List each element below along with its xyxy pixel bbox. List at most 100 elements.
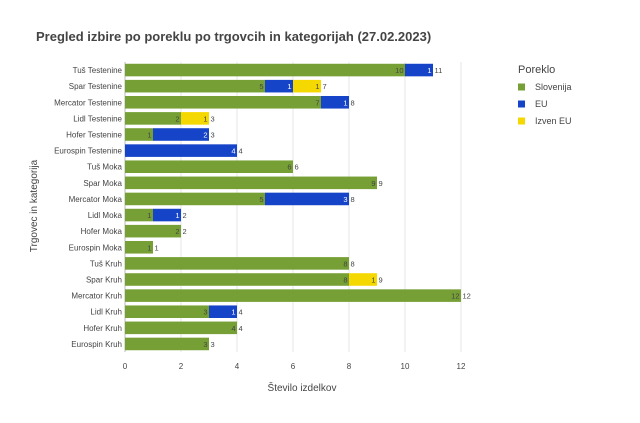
x-axis-title: Število izdelkov — [268, 381, 337, 394]
segment-value-label: 2 — [203, 131, 207, 140]
bar-segment — [125, 63, 405, 77]
legend-entry-label: Izven EU — [535, 116, 572, 126]
bar-segment — [125, 305, 209, 319]
category-label: Eurospin Testenine — [54, 147, 122, 156]
bar-segment — [209, 305, 237, 319]
segment-value-label: 1 — [147, 243, 151, 252]
grid — [124, 62, 462, 352]
x-tick-label: 4 — [235, 362, 240, 371]
bar-segment — [125, 337, 209, 351]
x-tick-label: 8 — [347, 362, 352, 371]
total-value-label: 9 — [379, 179, 383, 188]
bar-segment — [349, 273, 377, 286]
bar-segment — [125, 289, 461, 302]
category-label: Tuš Moka — [87, 163, 122, 172]
bar-segment — [405, 63, 433, 77]
total-value-label: 8 — [351, 259, 355, 268]
segment-value-label: 8 — [343, 259, 347, 268]
segment-value-label: 3 — [343, 195, 347, 204]
legend-entry-label: Slovenija — [535, 82, 572, 92]
total-value-label: 7 — [323, 82, 327, 91]
segment-value-label: 1 — [175, 211, 179, 220]
segment-value-label: 1 — [147, 131, 151, 140]
category-label: Spar Testenine — [69, 82, 123, 91]
bar-segment — [125, 79, 265, 93]
bar-segment — [293, 79, 321, 93]
legend-title: Poreklo — [518, 64, 555, 76]
legend-swatch — [518, 100, 525, 108]
x-tick-label: 10 — [401, 362, 410, 371]
segment-value-label: 5 — [259, 82, 263, 91]
total-value-label: 4 — [239, 308, 243, 317]
x-tick-label: 2 — [179, 362, 184, 371]
category-label: Lidl Moka — [88, 211, 123, 220]
category-labels: Tuš Testenine Spar Testenine Mercator Test… — [54, 66, 122, 349]
total-value-label: 8 — [351, 195, 355, 204]
category-label: Hofer Moka — [81, 227, 123, 236]
total-value-label: 1 — [155, 243, 159, 252]
chart-title: Pregled izbire po poreklu po trgovcih in… — [36, 29, 431, 44]
legend-swatch — [518, 117, 525, 125]
category-label: Tuš Testenine — [73, 66, 123, 75]
bar-segment — [125, 257, 349, 270]
category-label: Lidl Kruh — [90, 308, 122, 317]
legend-swatch — [518, 83, 525, 91]
segment-value-label: 2 — [175, 227, 179, 236]
category-label: Eurospin Kruh — [71, 340, 122, 349]
segment-value-label: 1 — [343, 98, 347, 107]
total-value-label: 3 — [211, 114, 215, 123]
bar-segment — [125, 224, 181, 238]
total-value-label: 2 — [183, 211, 187, 220]
bar-segment — [125, 160, 293, 174]
bar-segment — [321, 95, 349, 109]
category-label: Tuš Kruh — [90, 259, 122, 268]
segment-value-label: 5 — [259, 195, 263, 204]
bar-segment — [125, 273, 349, 286]
segment-value-label: 7 — [315, 98, 319, 107]
segment-value-label: 8 — [343, 276, 347, 285]
bars: 10 1 115 1 1 77 1 82 1 31 2 34 46 69 95 3 81 1 22 21 18 88 1 91… — [125, 63, 471, 351]
bar-segment — [153, 128, 209, 141]
x-tick-labels: 0 2 4 6 8 10 12 — [123, 362, 466, 371]
bar-segment — [125, 321, 237, 335]
segment-value-label: 6 — [287, 163, 291, 172]
total-value-label: 9 — [379, 276, 383, 285]
x-tick-label: 6 — [291, 362, 296, 371]
bar-segment — [265, 192, 349, 206]
category-label: Hofer Kruh — [83, 324, 122, 333]
category-label: Mercator Testenine — [54, 98, 122, 107]
bar-segment — [153, 208, 181, 222]
segment-value-label: 2 — [175, 114, 179, 123]
category-label: Spar Moka — [83, 179, 122, 188]
segment-value-label: 4 — [231, 147, 235, 156]
total-value-label: 3 — [211, 340, 215, 349]
segment-value-label: 12 — [451, 292, 459, 301]
bar-segment — [125, 144, 237, 157]
segment-value-label: 1 — [231, 308, 235, 317]
segment-value-label: 10 — [395, 66, 403, 75]
segment-value-label: 1 — [203, 114, 207, 123]
y-axis-title: Trgovec in kategorija — [29, 159, 40, 252]
bar-segment — [125, 208, 153, 222]
total-value-label: 12 — [463, 292, 471, 301]
total-value-label: 4 — [239, 324, 243, 333]
bar-segment — [125, 128, 153, 141]
bar-segment — [125, 240, 153, 254]
category-label: Eurospin Moka — [69, 243, 123, 252]
legend: Poreklo Slovenija EU Izven EU — [518, 64, 572, 126]
segment-value-label: 3 — [203, 340, 207, 349]
segment-value-label: 1 — [371, 276, 375, 285]
segment-value-label: 9 — [371, 179, 375, 188]
category-label: Mercator Kruh — [71, 292, 122, 301]
total-value-label: 4 — [239, 147, 243, 156]
segment-value-label: 1 — [427, 66, 431, 75]
legend-entry-label: EU — [535, 99, 548, 109]
x-tick-label: 0 — [123, 362, 128, 371]
bar-segment — [125, 95, 321, 109]
segment-value-label: 1 — [147, 211, 151, 220]
total-value-label: 11 — [435, 66, 443, 75]
segment-value-label: 1 — [315, 82, 319, 91]
total-value-label: 2 — [183, 227, 187, 236]
segment-value-label: 4 — [231, 324, 235, 333]
